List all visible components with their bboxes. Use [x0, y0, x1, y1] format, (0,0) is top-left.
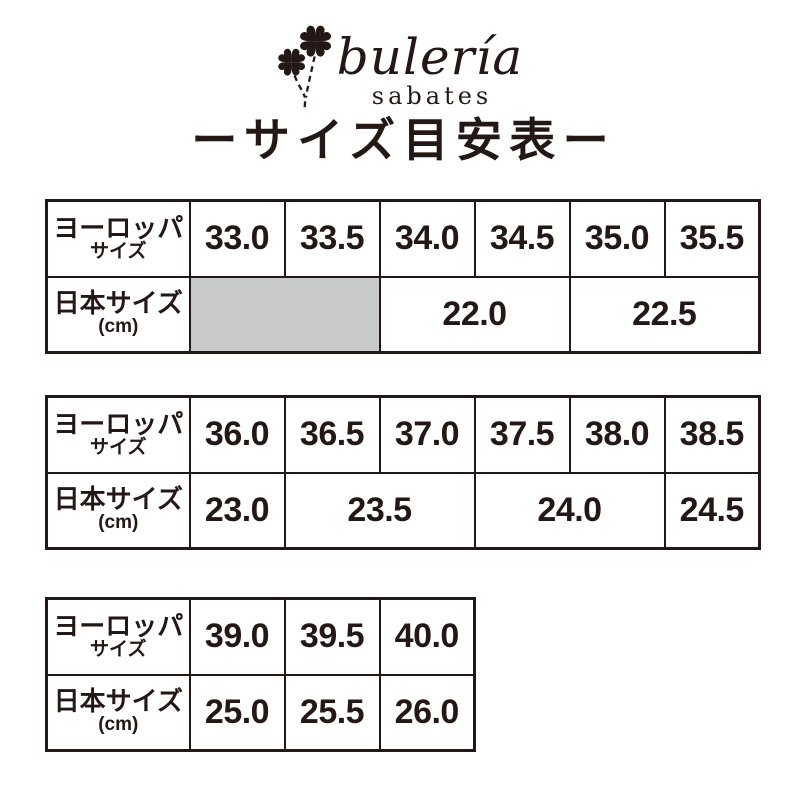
jp-size-cell: 26.0: [378, 673, 476, 752]
eu-size-cell: 33.0: [188, 199, 286, 278]
table-row: ヨーロッパ サイズ 39.0 39.5 40.0: [45, 597, 476, 676]
eu-size-cell: 39.5: [283, 597, 381, 676]
table-row: 日本サイズ (cm) 23.0 23.5 24.0 24.5: [45, 471, 761, 550]
eu-size-cell: 34.5: [473, 199, 571, 278]
eu-size-cell: 36.0: [188, 395, 286, 474]
jp-size-cell: 23.0: [188, 471, 286, 550]
eu-size-cell: 34.0: [378, 199, 476, 278]
eu-size-cell: 40.0: [378, 597, 476, 676]
jp-size-cell: 25.5: [283, 673, 381, 752]
eu-size-row-header: ヨーロッパ サイズ: [45, 395, 191, 474]
brand-logo: bulería sabates: [0, 22, 800, 110]
brand-name: bulería: [336, 28, 524, 86]
brand-logo-text: bulería sabates: [337, 22, 524, 108]
eu-size-cell: 38.5: [663, 395, 761, 474]
table-row: ヨーロッパ サイズ 36.0 36.5 37.0 37.5 38.0 38.5: [45, 395, 761, 474]
jp-size-row-header: 日本サイズ (cm): [45, 673, 191, 752]
eu-size-row-header: ヨーロッパ サイズ: [45, 199, 191, 278]
page-title: ーサイズ目安表ー: [191, 114, 616, 166]
eu-size-cell: 35.5: [663, 199, 761, 278]
jp-size-cell: 24.5: [663, 471, 761, 550]
jp-size-row-header: 日本サイズ (cm): [45, 471, 191, 550]
eu-size-cell: 39.0: [188, 597, 286, 676]
size-table-eu33-35: ヨーロッパ サイズ 33.0 33.5 34.0 34.5 35.0 35.5 日本サイズ (cm…: [45, 199, 761, 354]
brand-subtitle: sabates: [371, 82, 493, 110]
size-table-eu39-40: ヨーロッパ サイズ 39.0 39.5 40.0 日本サイズ (cm) 25.0 25.5 26.…: [45, 597, 476, 752]
eu-size-cell: 35.0: [568, 199, 666, 278]
table-row: 日本サイズ (cm) 25.0 25.5 26.0: [45, 673, 476, 752]
jp-size-cell: 23.5: [283, 471, 476, 550]
jp-size-cell: 25.0: [188, 673, 286, 752]
table-row: ヨーロッパ サイズ 33.0 33.5 34.0 34.5 35.0 35.5: [45, 199, 761, 278]
shaded-empty-cell: [188, 275, 381, 354]
eu-size-row-header: ヨーロッパ サイズ: [45, 597, 191, 676]
jp-size-row-header: 日本サイズ (cm): [45, 275, 191, 354]
jp-size-cell: 24.0: [473, 471, 666, 550]
jp-size-cell: 22.0: [378, 275, 571, 354]
eu-size-cell: 37.5: [473, 395, 571, 474]
eu-size-cell: 36.5: [283, 395, 381, 474]
table-row: 日本サイズ (cm) 22.0 22.5: [45, 275, 761, 354]
size-table-eu36-38: ヨーロッパ サイズ 36.0 36.5 37.0 37.5 38.0 38.5 日本サイズ (cm…: [45, 395, 761, 550]
jp-size-cell: 22.5: [568, 275, 761, 354]
eu-size-cell: 37.0: [378, 395, 476, 474]
eu-size-cell: 38.0: [568, 395, 666, 474]
clover-flowers-icon: [276, 24, 333, 110]
eu-size-cell: 33.5: [283, 199, 381, 278]
